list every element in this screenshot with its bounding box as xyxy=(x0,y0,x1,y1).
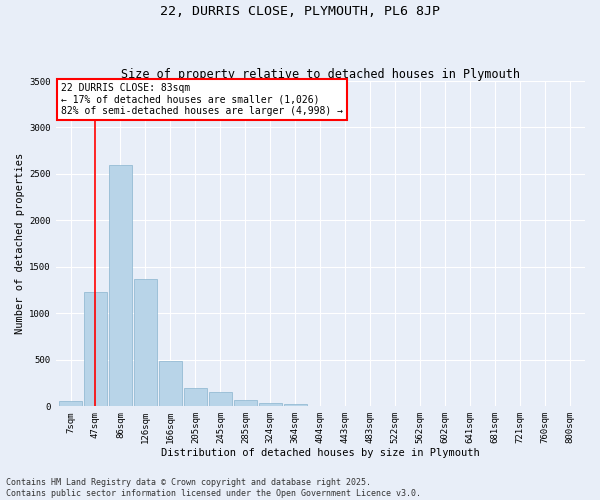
Bar xyxy=(259,402,281,406)
Bar xyxy=(159,360,182,406)
X-axis label: Distribution of detached houses by size in Plymouth: Distribution of detached houses by size … xyxy=(161,448,479,458)
Title: Size of property relative to detached houses in Plymouth: Size of property relative to detached ho… xyxy=(121,68,520,81)
Bar xyxy=(134,279,157,406)
Text: 22, DURRIS CLOSE, PLYMOUTH, PL6 8JP: 22, DURRIS CLOSE, PLYMOUTH, PL6 8JP xyxy=(160,5,440,18)
Text: Contains HM Land Registry data © Crown copyright and database right 2025.
Contai: Contains HM Land Registry data © Crown c… xyxy=(6,478,421,498)
Text: 22 DURRIS CLOSE: 83sqm
← 17% of detached houses are smaller (1,026)
82% of semi-: 22 DURRIS CLOSE: 83sqm ← 17% of detached… xyxy=(61,82,343,116)
Bar xyxy=(59,400,82,406)
Bar xyxy=(109,164,132,406)
Bar xyxy=(184,388,206,406)
Bar xyxy=(84,292,107,406)
Bar xyxy=(284,404,307,406)
Y-axis label: Number of detached properties: Number of detached properties xyxy=(15,153,25,334)
Bar xyxy=(234,400,257,406)
Bar xyxy=(209,392,232,406)
